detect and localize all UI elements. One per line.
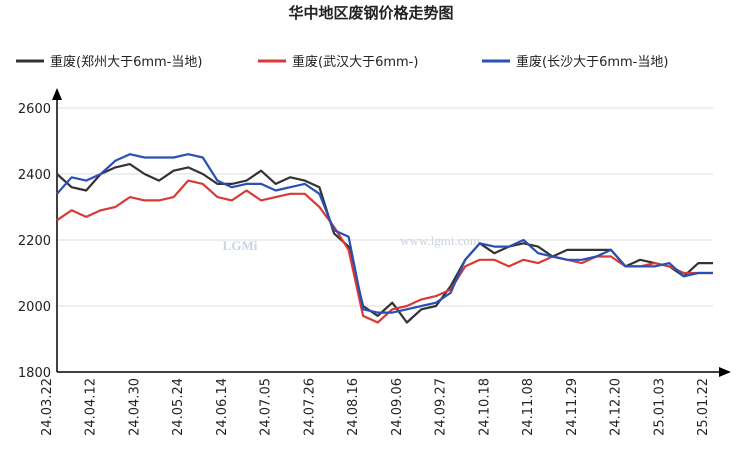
x-tick-label: 24.03.22 bbox=[40, 378, 55, 436]
chart-title: 华中地区废钢价格走势图 bbox=[288, 4, 453, 22]
series-line bbox=[56, 153, 713, 314]
y-tick-label: 2400 bbox=[18, 168, 51, 183]
x-tick-label: 24.07.26 bbox=[302, 378, 317, 436]
x-tick-label: 24.04.12 bbox=[84, 378, 99, 436]
watermark-logo: LGMi bbox=[223, 238, 258, 253]
x-tick-label: 24.10.18 bbox=[477, 378, 492, 436]
y-tick-label: 2000 bbox=[18, 300, 51, 315]
x-axis-arrow bbox=[719, 367, 731, 377]
x-tick-label: 24.11.29 bbox=[565, 378, 580, 436]
x-tick-label: 25.01.03 bbox=[652, 378, 667, 436]
x-tick-label: 24.09.27 bbox=[434, 378, 449, 436]
x-tick-label: 24.12.20 bbox=[609, 378, 624, 436]
x-tick-label: 24.06.14 bbox=[215, 378, 230, 436]
y-tick-label: 2200 bbox=[18, 234, 51, 249]
y-tick-label: 2600 bbox=[18, 102, 51, 117]
x-tick-label: 24.08.16 bbox=[346, 378, 361, 436]
x-tick-label: 24.07.05 bbox=[259, 378, 274, 436]
legend-label: 重废(郑州大于6mm-当地) bbox=[50, 54, 202, 70]
x-tick-label: 24.09.06 bbox=[390, 378, 405, 436]
x-tick-label: 24.05.24 bbox=[171, 378, 186, 436]
y-tick-label: 1800 bbox=[18, 366, 51, 381]
series-line bbox=[56, 163, 713, 324]
legend-label: 重废(武汉大于6mm-) bbox=[292, 54, 418, 70]
series-line bbox=[56, 179, 713, 324]
x-tick-label: 24.11.08 bbox=[521, 378, 536, 436]
legend-label: 重废(长沙大于6mm-当地) bbox=[516, 54, 668, 70]
y-axis-arrow bbox=[52, 88, 62, 100]
x-tick-label: 25.01.22 bbox=[696, 378, 711, 436]
x-tick-label: 24.04.30 bbox=[127, 378, 142, 436]
